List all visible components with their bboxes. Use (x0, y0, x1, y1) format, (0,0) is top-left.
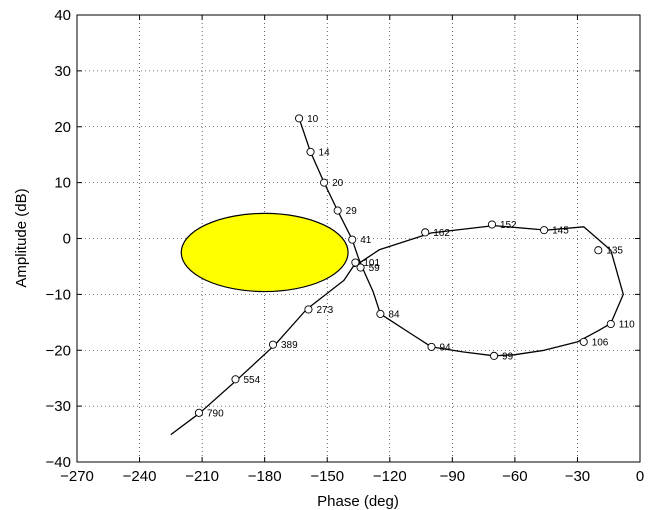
grid (77, 15, 640, 462)
data-point-label: 790 (207, 408, 224, 419)
data-point-label: 162 (433, 228, 450, 239)
data-point-marker (295, 114, 304, 123)
data-point-label: 106 (592, 337, 609, 348)
x-tick-label: −150 (310, 468, 344, 485)
x-ticks: −270 −240 −210 −180 −150 −120 −90 −60 −30 0 (60, 15, 644, 485)
data-point-label: 101 (363, 258, 380, 269)
y-tick-label: 0 (63, 231, 71, 248)
data-point-marker (348, 235, 357, 244)
data-point-marker (579, 337, 588, 346)
data-point-marker (304, 305, 313, 314)
data-point-label: 59 (369, 263, 381, 274)
x-tick-label: −240 (123, 468, 157, 485)
data-point-marker (606, 319, 615, 329)
data-point-label: 41 (360, 235, 372, 246)
data-point-label: 135 (606, 246, 623, 257)
data-point-marker (540, 226, 549, 235)
x-tick-label: −270 (60, 468, 94, 485)
data-point-marker (194, 408, 204, 417)
y-tick-label: 20 (54, 119, 71, 136)
x-axis-label: Phase (deg) (317, 493, 399, 510)
data-point-marker (231, 375, 240, 384)
y-tick-label: 10 (54, 175, 71, 192)
data-point-marker (376, 309, 385, 318)
data-point-label: 389 (281, 340, 298, 351)
y-tick-label: 30 (54, 63, 71, 80)
data-point-marker (351, 258, 360, 267)
data-point-label: 84 (388, 309, 400, 320)
data-point-label: 145 (552, 226, 569, 237)
curve-layer (170, 118, 624, 436)
data-point-marker (333, 206, 342, 215)
data-point-label: 20 (332, 178, 344, 189)
data-point-label: 99 (502, 351, 514, 362)
x-tick-label: −210 (185, 468, 219, 485)
data-point-marker (356, 263, 365, 272)
ellipse-layer (180, 212, 349, 293)
x-tick-label: −180 (248, 468, 282, 485)
data-point-marker (320, 178, 329, 187)
data-point-marker (594, 246, 603, 255)
y-tick-label: −10 (46, 286, 71, 303)
y-tick-label: −20 (46, 342, 71, 359)
y-ticks: −40 −30 −20 −10 0 10 20 30 40 (46, 7, 640, 471)
data-point-marker (268, 340, 278, 349)
x-tick-label: −90 (440, 468, 465, 485)
forbidden-region-ellipse (180, 212, 349, 293)
data-point-marker (427, 342, 436, 351)
data-point-marker (487, 220, 497, 229)
marker-layer: 10 14 20 29 41 59 84 94 99 106 110 135 145 152 162 101 2… (194, 114, 635, 419)
data-point-label: 29 (346, 206, 358, 217)
x-tick-label: 0 (636, 468, 644, 485)
x-tick-label: −60 (502, 468, 527, 485)
data-point-label: 110 (619, 319, 635, 330)
data-point-marker (489, 351, 499, 360)
data-point-label: 273 (316, 305, 333, 316)
data-point-marker (421, 228, 430, 237)
y-axis-label: Amplitude (dB) (13, 188, 30, 287)
data-point-label: 554 (243, 375, 260, 386)
data-point-marker (306, 147, 315, 156)
x-tick-label: −30 (565, 468, 590, 485)
data-point-label: 94 (439, 342, 451, 353)
data-point-label: 14 (319, 147, 331, 158)
y-tick-label: 40 (54, 7, 71, 24)
x-tick-label: −120 (373, 468, 407, 485)
y-tick-label: −30 (46, 398, 71, 415)
data-point-label: 10 (307, 114, 319, 125)
data-point-label: 152 (500, 220, 517, 231)
response-curve (170, 118, 624, 436)
y-tick-label: −40 (46, 454, 71, 471)
